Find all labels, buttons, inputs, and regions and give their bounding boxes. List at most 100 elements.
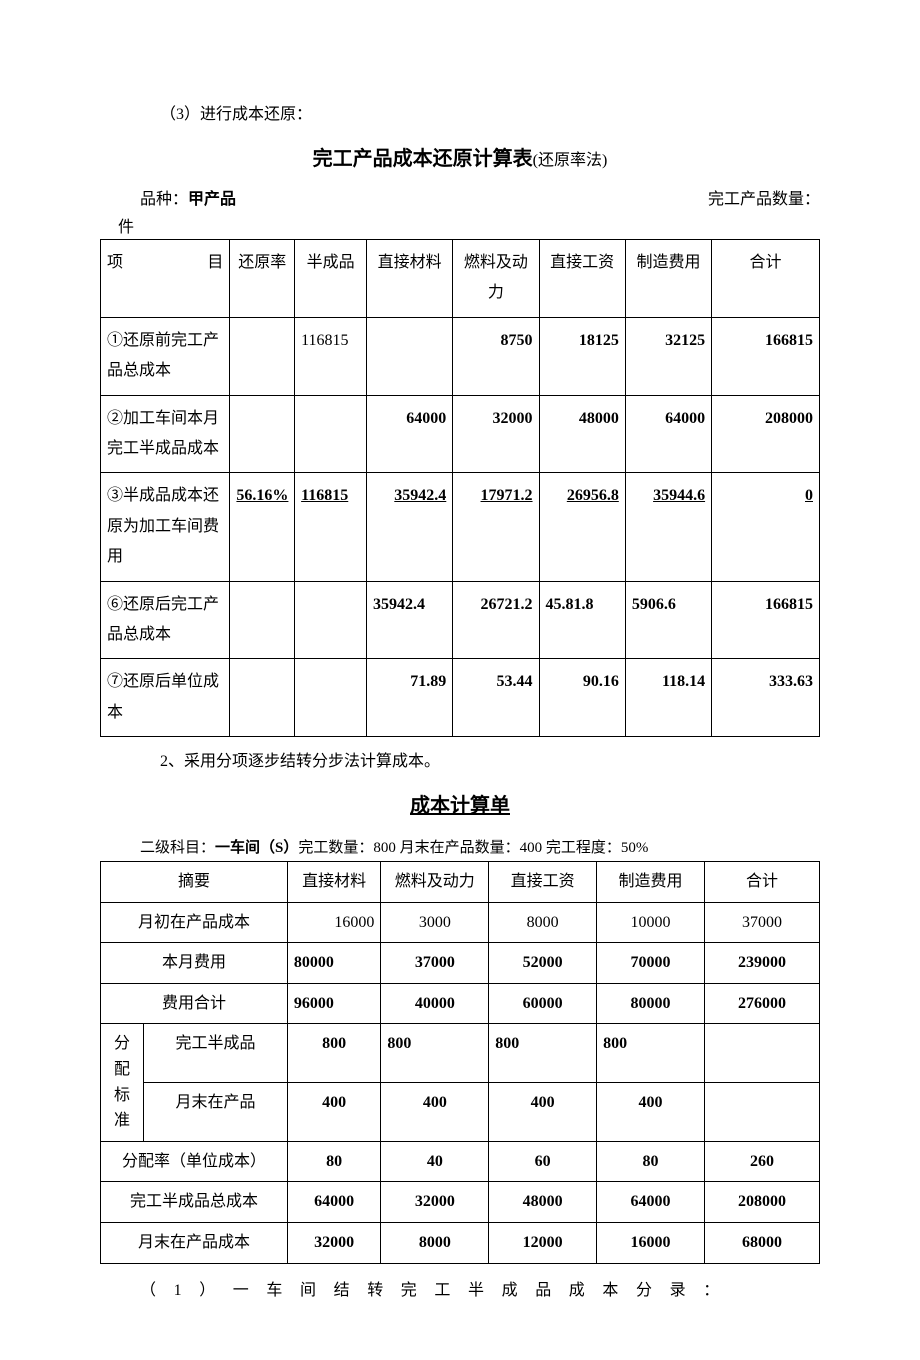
cell: 8750 — [453, 317, 539, 395]
table-row: 月末在产品400400400400 — [101, 1083, 820, 1142]
cell: 16000 — [597, 1223, 705, 1264]
th-wage: 直接工资 — [539, 240, 625, 318]
th-total: 合计 — [712, 240, 820, 318]
table-row: 本月费用80000370005200070000239000 — [101, 943, 820, 984]
cell: 70000 — [597, 943, 705, 984]
cell: 80 — [287, 1141, 380, 1182]
cell: 166815 — [712, 317, 820, 395]
cell: 45.81.8 — [539, 581, 625, 659]
cell: 40000 — [381, 983, 489, 1024]
th-rate: 还原率 — [230, 240, 295, 318]
table-row: ②加工车间本月完工半成品成本64000320004800064000208000 — [101, 395, 820, 473]
cell — [230, 317, 295, 395]
table1-title-sub: (还原率法) — [533, 152, 608, 169]
row-label: 月末在产品 — [144, 1083, 288, 1142]
th-fuel: 燃料及动力 — [453, 240, 539, 318]
table-row: 月末在产品成本320008000120001600068000 — [101, 1223, 820, 1264]
cell: 26956.8 — [539, 473, 625, 581]
qty-label: 完工产品数量： — [708, 185, 820, 209]
cell: 800 — [597, 1024, 705, 1083]
unit-label: 件 — [118, 213, 820, 237]
cell — [704, 1024, 819, 1083]
cell: 400 — [381, 1083, 489, 1142]
cell: 8000 — [381, 1223, 489, 1264]
th-fuel: 燃料及动力 — [381, 862, 489, 903]
row-label: 月初在产品成本 — [101, 902, 288, 943]
footer-note: （1）一车间结转完工半成品成本分录： — [140, 1276, 820, 1300]
table1-title-main: 完工产品成本还原计算表 — [313, 148, 533, 170]
table2-meta: 二级科目：一车间（S）完工数量：800 月末在产品数量：400 完工程度：50% — [140, 836, 820, 857]
cell: 3000 — [381, 902, 489, 943]
cell: 400 — [489, 1083, 597, 1142]
cell: 208000 — [704, 1182, 819, 1223]
cell: 276000 — [704, 983, 819, 1024]
table-row: 完工半成品总成本64000320004800064000208000 — [101, 1182, 820, 1223]
cell: 18125 — [539, 317, 625, 395]
cell: 96000 — [287, 983, 380, 1024]
cell: 60 — [489, 1141, 597, 1182]
th-item-b: 目 — [207, 248, 223, 278]
cell: 400 — [597, 1083, 705, 1142]
variety-label: 品种： — [140, 191, 188, 208]
cell — [230, 581, 295, 659]
table-row: ①还原前完工产品总成本 116815 87501812532125166815 — [101, 317, 820, 395]
cell: 32000 — [381, 1182, 489, 1223]
cell: 60000 — [489, 983, 597, 1024]
group-cell: 分配标准 — [101, 1024, 144, 1141]
cell: 35944.6 — [625, 473, 711, 581]
cell: 208000 — [712, 395, 820, 473]
cell: 16000 — [287, 902, 380, 943]
cell: 71.89 — [367, 659, 453, 737]
cell: 12000 — [489, 1223, 597, 1264]
cell: 400 — [287, 1083, 380, 1142]
row-label: ⑥还原后完工产品总成本 — [101, 581, 230, 659]
cell: 32125 — [625, 317, 711, 395]
cell: 56.16% — [230, 473, 295, 581]
cell: 80 — [597, 1141, 705, 1182]
table-row: 费用合计96000400006000080000276000 — [101, 983, 820, 1024]
cell: 32000 — [453, 395, 539, 473]
cell: 800 — [381, 1024, 489, 1083]
th-summary: 摘要 — [101, 862, 288, 903]
row-label: 月末在产品成本 — [101, 1223, 288, 1264]
restore-table: 项目 还原率 半成品 直接材料 燃料及动力 直接工资 制造费用 合计 ①还原前完… — [100, 239, 820, 737]
table-row: 分配标准完工半成品800800800800 — [101, 1024, 820, 1083]
row-label: ②加工车间本月完工半成品成本 — [101, 395, 230, 473]
table-row: ⑦还原后单位成本71.8953.4490.16118.14333.63 — [101, 659, 820, 737]
cell: 333.63 — [712, 659, 820, 737]
cell: 64000 — [597, 1182, 705, 1223]
cell: 10000 — [597, 902, 705, 943]
cell — [367, 317, 453, 395]
note-3: （3）进行成本还原： — [160, 100, 820, 124]
th-item-a: 项 — [107, 248, 123, 278]
cell: 800 — [489, 1024, 597, 1083]
cell: 64000 — [625, 395, 711, 473]
cell: 17971.2 — [453, 473, 539, 581]
row-label: 本月费用 — [101, 943, 288, 984]
cell: 0 — [712, 473, 820, 581]
row-label: 分配率（单位成本） — [101, 1141, 288, 1182]
cell: 40 — [381, 1141, 489, 1182]
cell: 52000 — [489, 943, 597, 984]
cell — [704, 1083, 819, 1142]
cell: 80000 — [597, 983, 705, 1024]
th-total: 合计 — [704, 862, 819, 903]
table-row: ③半成品成本还原为加工车间费用56.16% 11681535942.417971… — [101, 473, 820, 581]
row-label: ①还原前完工产品总成本 — [101, 317, 230, 395]
table1-title: 完工产品成本还原计算表(还原率法) — [100, 142, 820, 171]
cell: 32000 — [287, 1223, 380, 1264]
th-material: 直接材料 — [367, 240, 453, 318]
cell: 35942.4 — [367, 473, 453, 581]
cell: 26721.2 — [453, 581, 539, 659]
cell: 166815 — [712, 581, 820, 659]
cell: 53.44 — [453, 659, 539, 737]
cell: 37000 — [381, 943, 489, 984]
th-mfg: 制造费用 — [625, 240, 711, 318]
cell: 5906.6 — [625, 581, 711, 659]
cell: 116815 — [295, 317, 367, 395]
cell: 239000 — [704, 943, 819, 984]
cost-table: 摘要 直接材料 燃料及动力 直接工资 制造费用 合计 月初在产品成本160003… — [100, 861, 820, 1264]
cell: 8000 — [489, 902, 597, 943]
th-wage: 直接工资 — [489, 862, 597, 903]
cell — [230, 659, 295, 737]
